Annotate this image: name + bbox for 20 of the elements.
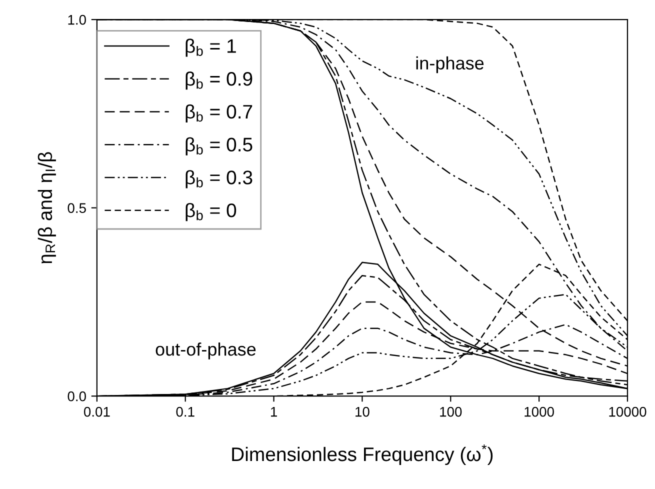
annotation: in-phase — [416, 56, 484, 74]
y-axis-title: η$_{R}$/β and η$_{I}$/β — [38, 152, 56, 264]
x-tick-label: 0.01 — [84, 406, 110, 417]
x-tick-label: 10 — [356, 406, 370, 417]
x-tick-label: 0.1 — [176, 406, 194, 417]
y-tick-label: 1.0 — [68, 14, 86, 25]
legend-label: β$_{b}$ = 0.3 — [186, 170, 252, 188]
x-tick-label: 10000 — [609, 406, 646, 417]
y-tick-label: 0.0 — [68, 391, 86, 402]
x-tick-label: 100 — [440, 406, 462, 417]
x-axis-title: Dimensionless Frequency (ω$^{*}$) — [232, 444, 493, 466]
x-tick-label: 1 — [270, 407, 277, 417]
annotation: out-of-phase — [156, 342, 256, 360]
x-tick-label: 1000 — [524, 406, 554, 417]
y-tick-label: 0.5 — [68, 203, 86, 213]
legend-label: β$_{b}$ = 1 — [186, 38, 236, 57]
legend-label: β$_{b}$ = 0 — [186, 202, 236, 222]
legend-label: β$_{b}$ = 0.7 — [186, 104, 252, 122]
legend-label: β$_{b}$ = 0.5 — [186, 137, 252, 156]
legend-label: β$_{b}$ = 0.9 — [186, 71, 252, 90]
